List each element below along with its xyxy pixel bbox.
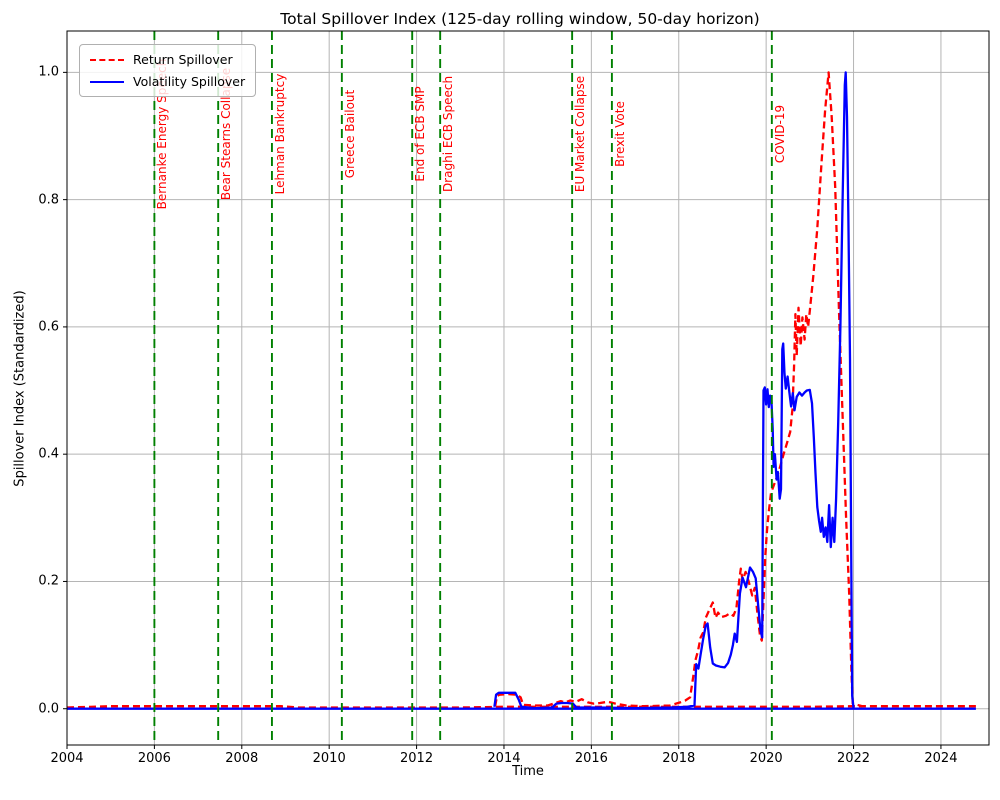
return-spillover-line [66,705,976,709]
x-tick-label: 2016 [574,751,608,766]
y-tick-label: 0.4 [38,446,59,462]
x-tick-label: 2022 [836,751,871,766]
x-tick-label: 2010 [312,751,346,766]
y-tick-label: 0.0 [38,701,59,717]
event-label: Brexit Vote [612,101,627,167]
x-tick-label: 2024 [924,751,958,766]
legend-label-volatility: Volatility Spillover [133,74,246,89]
event-label: End of ECB SMP [413,86,428,182]
volatility-spillover-line [493,71,855,710]
event-label: COVID-19 [772,104,787,164]
event-label: Greece Bailout [342,89,357,179]
y-tick-label: 1.0 [38,64,59,80]
x-tick-label: 2006 [137,751,171,766]
x-tick-label: 2018 [662,751,696,766]
x-tick-label: 2014 [487,751,521,766]
y-tick-label: 0.8 [38,192,59,208]
return-spillover-line-swatch [90,58,124,61]
event-label: EU Market Collapse [573,75,588,193]
volatility-spillover-line-swatch [90,80,124,83]
x-tick-label: 2020 [749,751,783,766]
legend-entry-volatility: Volatility Spillover [90,74,245,89]
axes-spines [66,30,990,746]
y-axis-label: Spillover Index (Standardized) [12,290,28,487]
event-label: Draghi ECB Speech [441,75,456,193]
x-tick-label: 2008 [225,751,259,766]
legend-label-return: Return Spillover [133,52,233,67]
x-tick-label: 2012 [400,751,434,766]
event-label: Lehman Bankruptcy [272,73,287,195]
x-tick-label: 2004 [50,751,84,766]
y-tick-label: 0.2 [38,573,59,589]
chart-title: Total Spillover Index (125-day rolling w… [280,10,760,28]
legend: Return Spillover Volatility Spillover [79,44,257,97]
x-axis-label: Time [512,764,544,779]
legend-entry-return: Return Spillover [90,52,245,67]
y-tick-label: 0.6 [38,319,59,335]
